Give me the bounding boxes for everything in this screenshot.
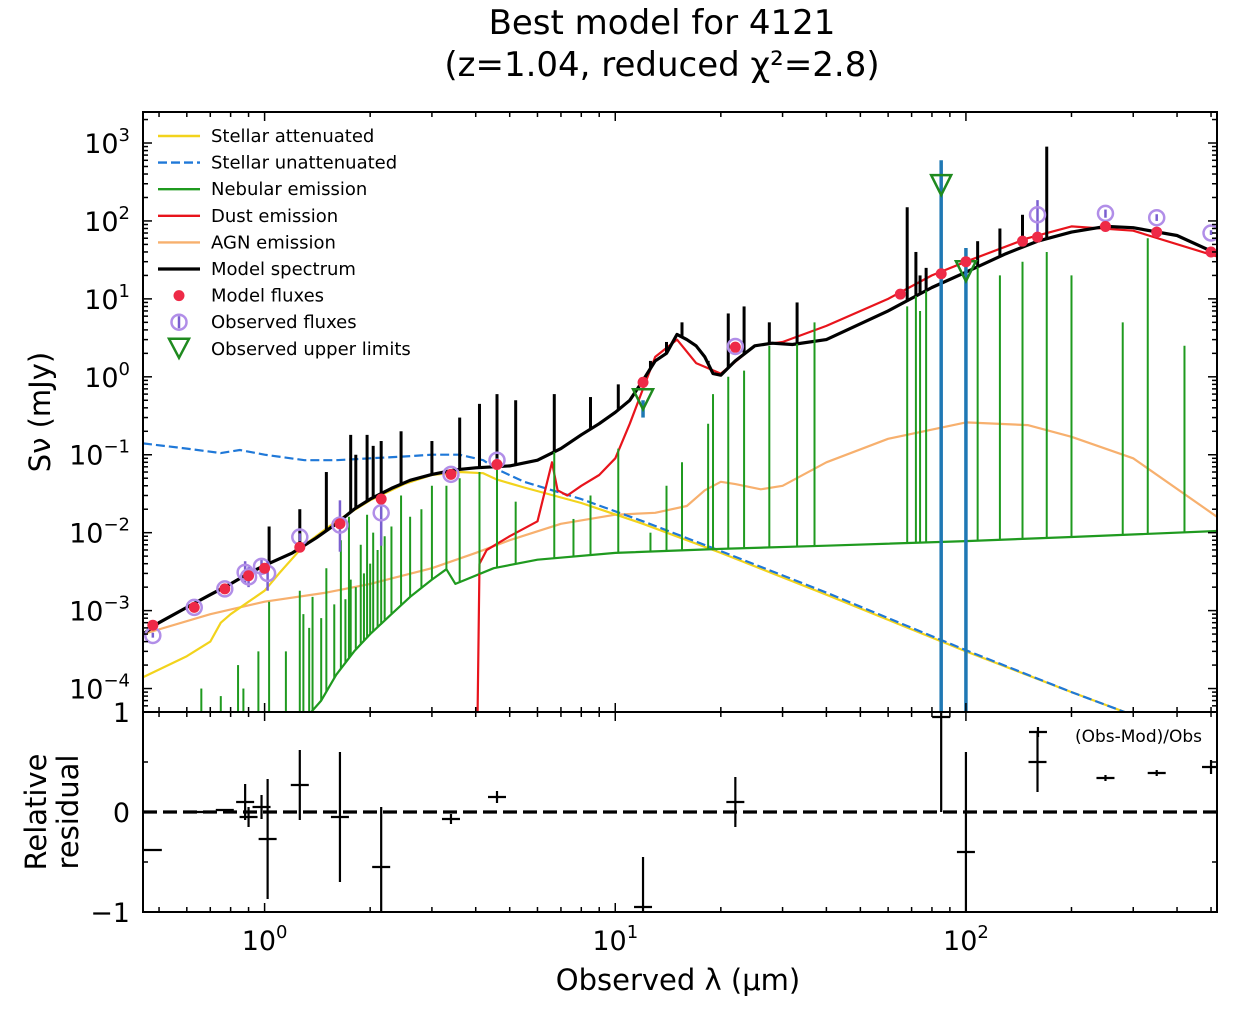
model-flux-point xyxy=(960,256,972,268)
observed-flux-point xyxy=(331,516,349,534)
legend-swatch xyxy=(166,337,192,361)
observed-flux-point xyxy=(1096,204,1115,223)
observed-flux-point xyxy=(216,580,234,598)
model-flux-point xyxy=(219,583,231,595)
legend-item-observed-fluxes: Observed fluxes xyxy=(170,312,357,333)
observed-flux-point xyxy=(726,337,745,356)
res-y-tick-label: 0 xyxy=(113,798,130,829)
model-flux-point xyxy=(1151,226,1163,238)
legend: Stellar attenuated Stellar unattenuated Ne… xyxy=(158,126,411,361)
y-tick-label: 10−3 xyxy=(69,593,130,628)
observed-flux-point xyxy=(239,568,258,586)
sed-y-ticks: 103 102 101 100 10−1 10−2 10−3 10−4 xyxy=(69,112,1217,713)
model-flux-point xyxy=(729,341,741,353)
x-axis-label: Observed λ (μm) xyxy=(556,963,800,997)
observed-flux-point xyxy=(442,465,460,484)
x-tick-label: 100 xyxy=(242,922,288,957)
sed-ylabel: Sν (mJy) xyxy=(23,352,57,472)
model-flux-point xyxy=(334,518,346,530)
legend-label: Model fluxes xyxy=(211,286,324,307)
y-tick-label: 100 xyxy=(84,359,130,394)
legend-label: AGN emission xyxy=(211,232,336,253)
observed-flux-point xyxy=(1147,208,1166,227)
y-tick-label: 103 xyxy=(84,125,130,160)
y-tick-label: 10−1 xyxy=(69,437,130,472)
model-flux-point xyxy=(188,601,200,613)
chart-subtitle: (z=1.04, reduced χ²=2.8) xyxy=(444,45,879,85)
x-tick-label: 102 xyxy=(943,922,989,957)
observed-flux-point xyxy=(185,598,203,617)
legend-item-stellar-attenuated: Stellar attenuated xyxy=(158,126,374,147)
model-flux-point xyxy=(1032,231,1044,243)
legend-label: Dust emission xyxy=(211,206,338,227)
model-flux-point xyxy=(637,376,649,388)
model-flux-point xyxy=(935,268,947,280)
residual-ticks: 1 0 −1 100 101 102 xyxy=(90,698,1217,957)
sed-ylabel-text: Sν (mJy) xyxy=(23,352,57,472)
upper-limit-marker xyxy=(631,388,656,413)
legend-label: Observed fluxes xyxy=(211,312,357,333)
observed-flux-point xyxy=(1202,224,1217,242)
sed-plot-area xyxy=(143,146,1217,712)
res-y-tick-label: 1 xyxy=(113,698,130,729)
y-tick-label: 10−2 xyxy=(69,515,130,550)
legend-item-dust-emission: Dust emission xyxy=(158,206,338,227)
legend-item-nebular-emission: Nebular emission xyxy=(158,179,367,200)
model-flux-point xyxy=(259,562,271,574)
legend-item-model-fluxes: Model fluxes xyxy=(173,286,324,307)
observed-flux-point xyxy=(372,504,390,522)
legend-label: Model spectrum xyxy=(211,259,356,280)
upper-limit-marker xyxy=(929,173,954,198)
model-flux-point xyxy=(375,493,387,505)
series-dust-emission xyxy=(476,225,1217,712)
legend-item-observed-upper-limits: Observed upper limits xyxy=(166,337,411,361)
legend-item-agn-emission: AGN emission xyxy=(158,232,336,253)
legend-swatch xyxy=(173,290,185,302)
legend-label: Stellar unattenuated xyxy=(211,153,397,174)
model-flux-point xyxy=(1099,220,1111,232)
model-flux-point xyxy=(294,541,306,553)
legend-swatch xyxy=(170,313,188,331)
legend-label: Observed upper limits xyxy=(211,339,411,360)
residual-ylabel: Relative residual xyxy=(19,754,85,871)
chart-title: Best model for 4121 xyxy=(489,3,836,43)
model-flux-point xyxy=(147,619,159,631)
model-flux-point xyxy=(894,288,906,300)
y-tick-label: 10−4 xyxy=(69,671,130,706)
observed-flux-point xyxy=(1028,206,1047,224)
res-y-tick-label: −1 xyxy=(90,898,130,929)
model-flux-point xyxy=(445,468,457,480)
model-flux-point xyxy=(1205,246,1217,258)
legend-label: Stellar attenuated xyxy=(211,126,374,147)
model-flux-point xyxy=(1017,235,1029,247)
series-model-spectrum xyxy=(143,224,1217,636)
legend-item-model-spectrum: Model spectrum xyxy=(158,259,356,280)
residual-plot-area xyxy=(143,712,1217,912)
x-tick-label: 101 xyxy=(592,922,638,957)
series-nebular-emission xyxy=(309,529,1217,712)
residual-ylabel-line2: residual xyxy=(51,755,85,870)
model-flux-point xyxy=(491,458,503,470)
series-agn-emission xyxy=(143,421,1217,636)
legend-item-stellar-unattenuated: Stellar unattenuated xyxy=(158,153,397,174)
y-tick-label: 102 xyxy=(84,203,130,238)
legend-label: Nebular emission xyxy=(211,179,367,200)
residual-annotation: (Obs-Mod)/Obs xyxy=(1075,727,1202,747)
residual-ylabel-line1: Relative xyxy=(19,754,53,871)
y-tick-label: 101 xyxy=(84,281,130,316)
model-flux-point xyxy=(243,570,255,582)
svg-text:Sν (mJy): Sν (mJy) xyxy=(23,352,57,472)
